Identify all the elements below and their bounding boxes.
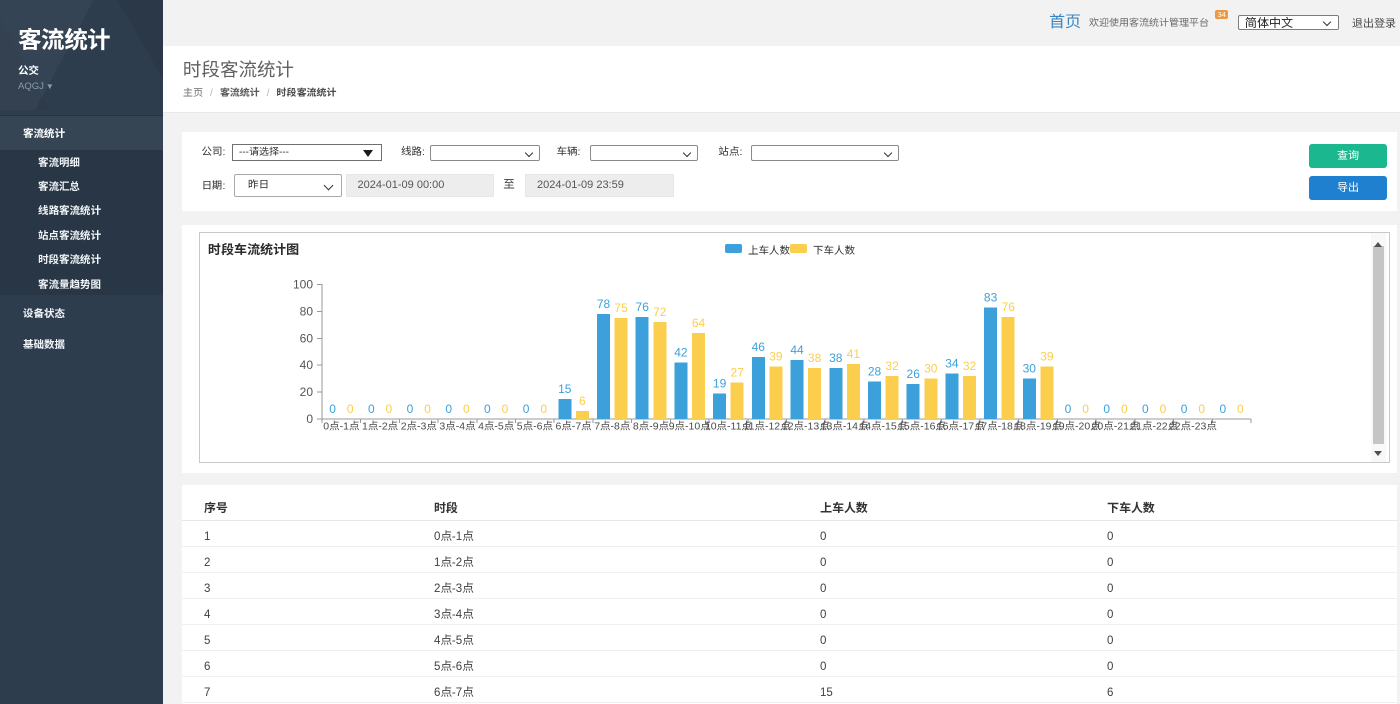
svg-text:0: 0	[407, 402, 414, 416]
svg-text:32: 32	[963, 359, 977, 373]
svg-text:30: 30	[924, 362, 938, 376]
svg-text:2点-3点: 2点-3点	[401, 421, 438, 433]
svg-text:0: 0	[540, 402, 547, 416]
svg-text:0: 0	[1065, 402, 1072, 416]
svg-text:19: 19	[713, 376, 727, 390]
svg-text:上车人数: 上车人数	[748, 245, 790, 257]
svg-text:0: 0	[424, 402, 431, 416]
svg-text:0: 0	[1103, 402, 1110, 416]
svg-text:38: 38	[829, 351, 843, 365]
svg-text:28: 28	[868, 364, 882, 378]
svg-text:12点-13点: 12点-13点	[782, 421, 830, 433]
svg-text:3点-4点: 3点-4点	[439, 421, 476, 433]
svg-text:10点-11点: 10点-11点	[705, 421, 753, 433]
svg-text:20点-21点: 20点-21点	[1092, 421, 1140, 433]
svg-text:80: 80	[300, 304, 314, 318]
svg-text:6点-7点: 6点-7点	[556, 421, 593, 433]
svg-text:16点-17点: 16点-17点	[937, 421, 985, 433]
svg-text:15: 15	[558, 382, 572, 396]
svg-text:0: 0	[368, 402, 375, 416]
svg-text:0: 0	[445, 402, 452, 416]
svg-text:18点-19点: 18点-19点	[1014, 421, 1062, 433]
svg-text:34: 34	[945, 356, 959, 370]
svg-text:8点-9点: 8点-9点	[633, 421, 670, 433]
svg-text:1点-2点: 1点-2点	[362, 421, 399, 433]
svg-text:22点-23点: 22点-23点	[1169, 421, 1217, 433]
svg-text:72: 72	[653, 305, 667, 319]
svg-text:0: 0	[1160, 402, 1167, 416]
svg-text:83: 83	[984, 290, 998, 304]
svg-text:32: 32	[885, 359, 899, 373]
svg-text:11点-12点: 11点-12点	[744, 421, 792, 433]
svg-text:64: 64	[692, 316, 706, 330]
svg-text:44: 44	[790, 343, 804, 357]
svg-text:39: 39	[769, 350, 783, 364]
svg-text:0: 0	[1198, 402, 1205, 416]
svg-text:27: 27	[731, 366, 745, 380]
svg-text:17点-18点: 17点-18点	[975, 421, 1023, 433]
svg-text:7点-8点: 7点-8点	[594, 421, 631, 433]
svg-text:0点-1点: 0点-1点	[323, 421, 360, 433]
svg-text:60: 60	[300, 331, 314, 345]
svg-text:0: 0	[1237, 402, 1244, 416]
svg-text:30: 30	[1023, 362, 1037, 376]
svg-text:14点-15点: 14点-15点	[859, 421, 907, 433]
svg-text:0: 0	[1142, 402, 1149, 416]
svg-text:0: 0	[1219, 402, 1226, 416]
svg-text:20: 20	[300, 385, 314, 399]
svg-text:76: 76	[636, 300, 650, 314]
svg-text:0: 0	[502, 402, 509, 416]
svg-text:15点-16点: 15点-16点	[898, 421, 946, 433]
svg-text:40: 40	[300, 358, 314, 372]
svg-text:5点-6点: 5点-6点	[517, 421, 554, 433]
svg-text:0: 0	[1181, 402, 1188, 416]
svg-text:下车人数: 下车人数	[813, 245, 855, 257]
svg-text:0: 0	[523, 402, 530, 416]
svg-text:6: 6	[579, 394, 586, 408]
svg-text:78: 78	[597, 297, 611, 311]
svg-text:0: 0	[306, 412, 313, 426]
svg-text:4点-5点: 4点-5点	[478, 421, 515, 433]
svg-text:100: 100	[293, 278, 313, 292]
svg-text:9点-10点: 9点-10点	[669, 421, 712, 433]
svg-text:21点-22点: 21点-22点	[1130, 421, 1178, 433]
svg-text:42: 42	[674, 346, 688, 360]
svg-text:19点-20点: 19点-20点	[1053, 421, 1101, 433]
svg-text:76: 76	[1002, 300, 1016, 314]
svg-text:39: 39	[1040, 350, 1054, 364]
svg-text:38: 38	[808, 351, 822, 365]
svg-text:75: 75	[614, 301, 628, 315]
svg-text:0: 0	[347, 402, 354, 416]
svg-text:0: 0	[1121, 402, 1128, 416]
svg-text:0: 0	[386, 402, 393, 416]
svg-text:0: 0	[484, 402, 491, 416]
svg-text:26: 26	[907, 367, 921, 381]
svg-text:41: 41	[847, 347, 861, 361]
svg-text:13点-14点: 13点-14点	[821, 421, 869, 433]
svg-text:0: 0	[1082, 402, 1089, 416]
svg-text:0: 0	[329, 402, 336, 416]
svg-text:0: 0	[463, 402, 470, 416]
svg-text:46: 46	[752, 340, 766, 354]
